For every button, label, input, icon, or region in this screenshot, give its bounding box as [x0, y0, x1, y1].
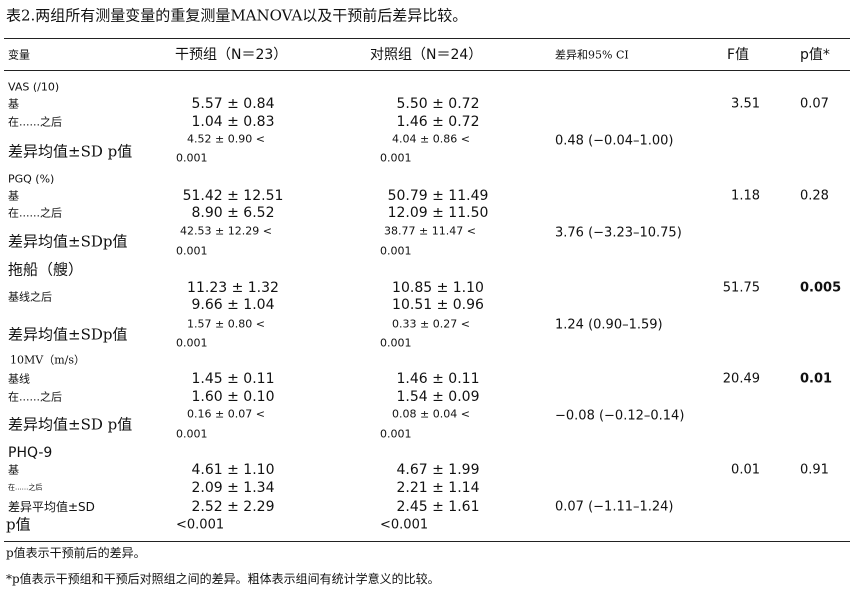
header-variable: 变量 [8, 48, 30, 62]
control-after: 1.46 ± 0.72 [396, 114, 480, 130]
intervention-diff: 4.52 ± 0.90 < [187, 132, 265, 146]
baseline-after-label: 基线之后 [8, 290, 52, 304]
diff-ci: 0.07 (−1.11–1.24) [555, 499, 674, 515]
bottom-rule [4, 541, 850, 542]
control-diff: 2.45 ± 1.61 [396, 499, 480, 515]
diff-ci: 0.48 (−0.04–1.00) [555, 133, 674, 149]
control-p: 0.001 [380, 336, 412, 350]
control-p: <0.001 [380, 517, 429, 533]
p-value: 0.07 [800, 96, 829, 112]
p-value: 0.01 [800, 371, 833, 387]
control-after: 12.09 ± 11.50 [387, 205, 489, 221]
f-value: 0.01 [731, 462, 760, 478]
after-label: 在......之后 [8, 206, 62, 220]
header-f: F值 [727, 47, 750, 63]
header-rule [4, 70, 850, 71]
control-baseline: 10.85 ± 1.10 [392, 280, 484, 296]
after-label: 在......之后 [8, 483, 43, 492]
intervention-after: 1.04 ± 0.83 [191, 114, 275, 130]
control-after: 2.21 ± 1.14 [396, 480, 480, 496]
intervention-baseline: 51.42 ± 12.51 [182, 188, 284, 204]
footnote: *p值表示干预组和干预后对照组之间的差异。粗体表示组间有统计学意义的比较。 [6, 572, 440, 586]
baseline-label: 基线 [8, 372, 30, 386]
header-diff-ci: 差异和95% CI [555, 48, 629, 62]
intervention-diff: 1.57 ± 0.80 < [187, 317, 265, 331]
diff-ci: 1.24 (0.90–1.59) [555, 317, 663, 333]
control-baseline: 1.46 ± 0.11 [396, 371, 480, 387]
after-label: 在......之后 [8, 115, 62, 129]
f-value: 3.51 [731, 96, 760, 112]
table-title: 表2.两组所有测量变量的重复测量MANOVA以及干预前后差异比较。 [6, 6, 468, 25]
p-label: p值 [6, 515, 31, 534]
control-diff: 38.77 ± 11.47 < [384, 224, 476, 238]
intervention-p: 0.001 [176, 427, 208, 441]
header-intervention: 干预组（N＝23） [175, 47, 288, 63]
control-after: 1.54 ± 0.09 [396, 389, 480, 405]
intervention-p: 0.001 [176, 244, 208, 258]
diff-label: 差异均值±SDp值 [8, 232, 128, 251]
intervention-baseline: 5.57 ± 0.84 [191, 96, 275, 112]
baseline-label: 基 [8, 189, 19, 203]
section-name: VAS (/10) [8, 80, 60, 94]
diff-ci: 3.76 (−3.23–10.75) [555, 225, 682, 241]
section-name: 拖船（艘） [8, 260, 84, 279]
control-diff: 0.08 ± 0.04 < [392, 407, 470, 421]
diff-ci: −0.08 (−0.12–0.14) [555, 408, 685, 424]
control-p: 0.001 [380, 151, 412, 165]
diff-label: 差异均值±SDp值 [8, 325, 128, 344]
control-baseline: 50.79 ± 11.49 [387, 188, 489, 204]
section-name: PHQ-9 [8, 445, 53, 461]
top-rule [4, 38, 850, 39]
p-value: 0.28 [800, 188, 829, 204]
after-label: 在......之后 [8, 390, 62, 404]
intervention-after: 2.09 ± 1.34 [191, 480, 275, 496]
baseline-label: 基 [8, 463, 19, 477]
f-value: 51.75 [722, 280, 760, 296]
intervention-after: 9.66 ± 1.04 [191, 297, 275, 313]
diff-label: 差异均值±SD p值 [8, 415, 133, 434]
intervention-after: 8.90 ± 6.52 [191, 205, 275, 221]
control-baseline: 4.67 ± 1.99 [396, 462, 480, 478]
baseline-label: 基 [8, 97, 19, 111]
intervention-baseline: 1.45 ± 0.11 [191, 371, 275, 387]
control-diff: 0.33 ± 0.27 < [392, 317, 470, 331]
control-diff: 4.04 ± 0.86 < [392, 132, 470, 146]
footnote: p值表示干预前后的差异。 [6, 546, 146, 560]
f-value: 20.49 [722, 371, 760, 387]
intervention-after: 1.60 ± 0.10 [191, 389, 275, 405]
header-p: p值* [800, 47, 830, 63]
control-p: 0.001 [380, 427, 412, 441]
intervention-diff: 0.16 ± 0.07 < [187, 407, 265, 421]
intervention-baseline: 4.61 ± 1.10 [191, 462, 275, 478]
intervention-diff: 2.52 ± 2.29 [191, 499, 275, 515]
intervention-p: <0.001 [176, 517, 225, 533]
section-name: 10MV（m/s） [10, 353, 85, 367]
intervention-p: 0.001 [176, 151, 208, 165]
header-control: 对照组（N＝24） [370, 47, 483, 63]
p-value: 0.005 [800, 280, 842, 296]
diff-label: 差异平均值±SD [8, 500, 95, 514]
intervention-diff: 42.53 ± 12.29 < [180, 224, 272, 238]
p-value: 0.91 [800, 462, 829, 478]
section-name: PGQ (%) [8, 172, 55, 186]
f-value: 1.18 [731, 188, 760, 204]
intervention-baseline: 11.23 ± 1.32 [187, 280, 279, 296]
diff-label: 差异均值±SD p值 [8, 142, 133, 161]
control-p: 0.001 [380, 244, 412, 258]
control-after: 10.51 ± 0.96 [392, 297, 484, 313]
intervention-p: 0.001 [176, 336, 208, 350]
control-baseline: 5.50 ± 0.72 [396, 96, 480, 112]
